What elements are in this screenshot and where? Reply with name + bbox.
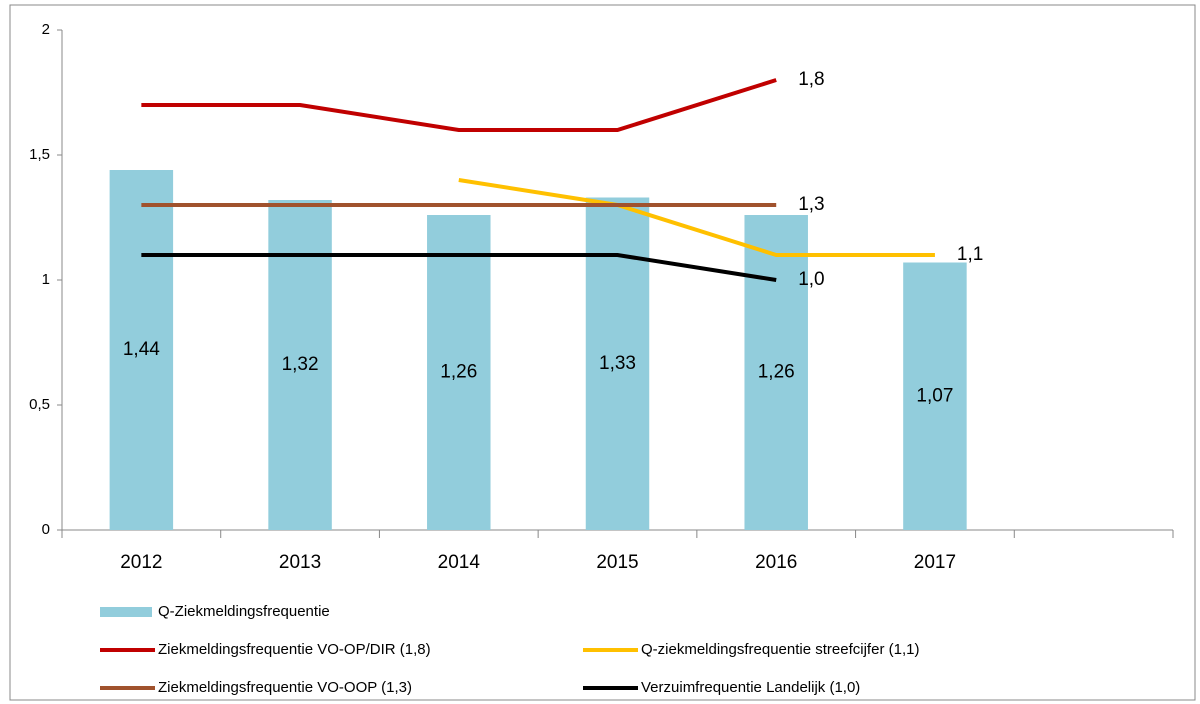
x-tick-label: 2013 (279, 552, 321, 573)
bar (427, 215, 491, 530)
bar (585, 197, 650, 530)
legend-label: Ziekmeldingsfrequentie VO-OOP (1,3) (158, 679, 412, 696)
data-label: 1,1 (957, 244, 983, 265)
line (141, 253, 777, 282)
x-tick-label: 2012 (120, 552, 162, 573)
legend-label: Q-ziekmeldingsfrequentie streefcijfer (1… (641, 641, 919, 658)
data-label: 1,26 (758, 362, 795, 383)
data-label: 1,0 (798, 269, 824, 290)
x-tick-label: 2016 (755, 552, 797, 573)
data-label: 1,33 (599, 353, 636, 374)
x-tick-label: 2014 (438, 552, 481, 573)
bar (903, 262, 967, 530)
line (141, 78, 777, 132)
legend-label: Q-Ziekmeldingsfrequentie (158, 603, 330, 620)
y-tick-label: 0 (42, 521, 50, 538)
line (458, 178, 935, 257)
data-label: 1,44 (123, 339, 160, 360)
data-label: 1,8 (798, 69, 824, 90)
bar (109, 170, 174, 530)
x-tick-label: 2017 (914, 552, 956, 573)
bar (744, 215, 808, 530)
y-tick-label: 2 (42, 21, 50, 38)
legend-label: Verzuimfrequentie Landelijk (1,0) (641, 679, 860, 696)
legend-swatch (100, 607, 152, 617)
data-label: 1,26 (440, 362, 477, 383)
y-tick-label: 0,5 (29, 396, 50, 413)
x-tick-label: 2015 (596, 552, 638, 573)
legend-label: Ziekmeldingsfrequentie VO-OP/DIR (1,8) (158, 641, 431, 658)
y-tick-label: 1 (42, 271, 50, 288)
data-label: 1,32 (282, 354, 319, 375)
data-label: 1,3 (798, 194, 824, 215)
data-label: 1,07 (916, 385, 953, 406)
y-tick-label: 1,5 (29, 146, 50, 163)
